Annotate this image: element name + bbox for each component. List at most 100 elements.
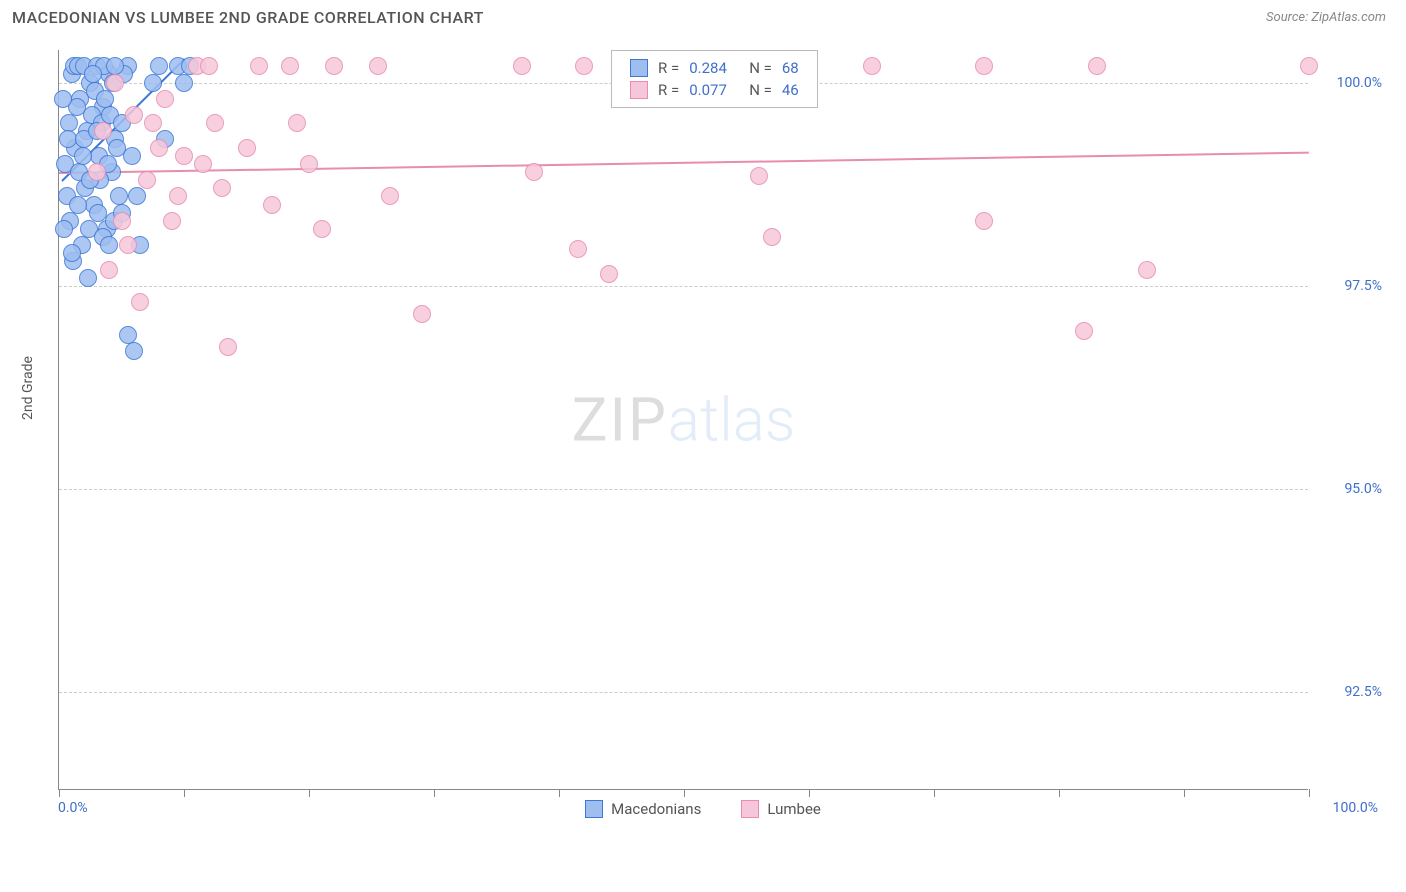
scatter-point-macedonians <box>55 220 73 238</box>
scatter-point-macedonians <box>150 57 168 75</box>
stat-n-value: 68 <box>782 59 799 77</box>
x-tick <box>934 789 935 797</box>
scatter-point-lumbee <box>513 57 531 75</box>
scatter-point-macedonians <box>79 269 97 287</box>
watermark: ZIPatlas <box>572 384 796 455</box>
gridline <box>59 692 1308 693</box>
scatter-point-lumbee <box>163 212 181 230</box>
scatter-point-macedonians <box>54 90 72 108</box>
legend-label: Lumbee <box>767 800 821 818</box>
y-tick-label: 92.5% <box>1344 684 1382 700</box>
y-tick-label: 95.0% <box>1344 481 1382 497</box>
stat-r-label: R = <box>658 59 679 77</box>
scatter-point-macedonians <box>110 187 128 205</box>
scatter-point-macedonians <box>128 187 146 205</box>
scatter-point-macedonians <box>60 114 78 132</box>
scatter-point-lumbee <box>300 155 318 173</box>
scatter-point-lumbee <box>325 57 343 75</box>
scatter-point-lumbee <box>106 74 124 92</box>
scatter-point-lumbee <box>1138 261 1156 279</box>
x-tick <box>309 789 310 797</box>
legend-swatch-lumbee <box>741 800 759 818</box>
x-tick <box>1309 789 1310 797</box>
scatter-point-lumbee <box>381 187 399 205</box>
scatter-chart: ZIPatlas R =0.284N =68R =0.077N =46 92.5… <box>58 50 1308 790</box>
scatter-point-macedonians <box>100 236 118 254</box>
gridline <box>59 489 1308 490</box>
scatter-point-lumbee <box>88 163 106 181</box>
scatter-point-macedonians <box>74 147 92 165</box>
scatter-point-macedonians <box>96 90 114 108</box>
scatter-point-lumbee <box>213 179 231 197</box>
scatter-point-lumbee <box>1300 57 1318 75</box>
scatter-point-macedonians <box>123 147 141 165</box>
x-tick <box>684 789 685 797</box>
scatter-point-lumbee <box>1088 57 1106 75</box>
chart-title: MACEDONIAN VS LUMBEE 2ND GRADE CORRELATI… <box>12 8 484 27</box>
scatter-point-lumbee <box>144 114 162 132</box>
x-tick <box>59 789 60 797</box>
scatter-point-lumbee <box>175 147 193 165</box>
gridline <box>59 286 1308 287</box>
scatter-point-lumbee <box>119 236 137 254</box>
scatter-point-macedonians <box>84 65 102 83</box>
scatter-point-lumbee <box>525 163 543 181</box>
legend-item-lumbee: Lumbee <box>741 800 821 818</box>
y-tick-label: 100.0% <box>1337 75 1382 91</box>
scatter-point-lumbee <box>250 57 268 75</box>
stat-n-value: 46 <box>782 81 799 99</box>
y-axis-label: 2nd Grade <box>20 356 36 420</box>
stat-n-label: N = <box>749 81 772 99</box>
x-tick <box>434 789 435 797</box>
source-attribution: Source: ZipAtlas.com <box>1266 10 1386 25</box>
scatter-point-lumbee <box>194 155 212 173</box>
scatter-point-lumbee <box>288 114 306 132</box>
scatter-point-macedonians <box>69 196 87 214</box>
x-tick <box>1184 789 1185 797</box>
scatter-point-lumbee <box>413 305 431 323</box>
scatter-point-lumbee <box>113 212 131 230</box>
scatter-point-macedonians <box>144 74 162 92</box>
scatter-point-macedonians <box>63 244 81 262</box>
scatter-point-lumbee <box>975 212 993 230</box>
scatter-point-lumbee <box>600 265 618 283</box>
stats-row-macedonians: R = 0.284 N = 68 <box>630 57 799 79</box>
scatter-point-lumbee <box>1075 322 1093 340</box>
scatter-point-lumbee <box>263 196 281 214</box>
scatter-point-lumbee <box>238 139 256 157</box>
scatter-point-lumbee <box>975 57 993 75</box>
scatter-point-lumbee <box>206 114 224 132</box>
scatter-point-lumbee <box>156 90 174 108</box>
stats-row-lumbee: R =0.077N =46 <box>630 79 799 101</box>
scatter-point-lumbee <box>131 293 149 311</box>
stat-r-value: 0.077 <box>689 81 739 99</box>
scatter-point-lumbee <box>763 228 781 246</box>
x-tick <box>184 789 185 797</box>
x-tick <box>1059 789 1060 797</box>
scatter-point-lumbee <box>219 338 237 356</box>
scatter-point-lumbee <box>575 57 593 75</box>
scatter-point-lumbee <box>94 122 112 140</box>
y-tick-label: 97.5% <box>1344 278 1382 294</box>
legend-item-macedonians: Macedonians <box>585 800 701 818</box>
legend-swatch-lumbee <box>630 81 648 99</box>
stat-r-value: 0.284 <box>689 59 739 77</box>
legend-label: Macedonians <box>611 800 701 818</box>
scatter-point-lumbee <box>138 171 156 189</box>
scatter-point-lumbee <box>369 57 387 75</box>
scatter-point-lumbee <box>313 220 331 238</box>
legend-swatch-macedonians <box>585 800 603 818</box>
bottom-legend: Macedonians Lumbee <box>0 800 1406 818</box>
scatter-point-lumbee <box>100 261 118 279</box>
scatter-point-lumbee <box>863 57 881 75</box>
x-tick <box>559 789 560 797</box>
legend-swatch-macedonians <box>630 59 648 77</box>
scatter-point-lumbee <box>150 139 168 157</box>
scatter-point-lumbee <box>281 57 299 75</box>
scatter-point-lumbee <box>169 187 187 205</box>
x-tick <box>809 789 810 797</box>
scatter-point-lumbee <box>569 240 587 258</box>
stats-legend-box: R = 0.284 N = 68R = 0.077 N = 46 <box>611 50 818 108</box>
scatter-point-lumbee <box>750 167 768 185</box>
stat-n-label: N = <box>749 59 772 77</box>
